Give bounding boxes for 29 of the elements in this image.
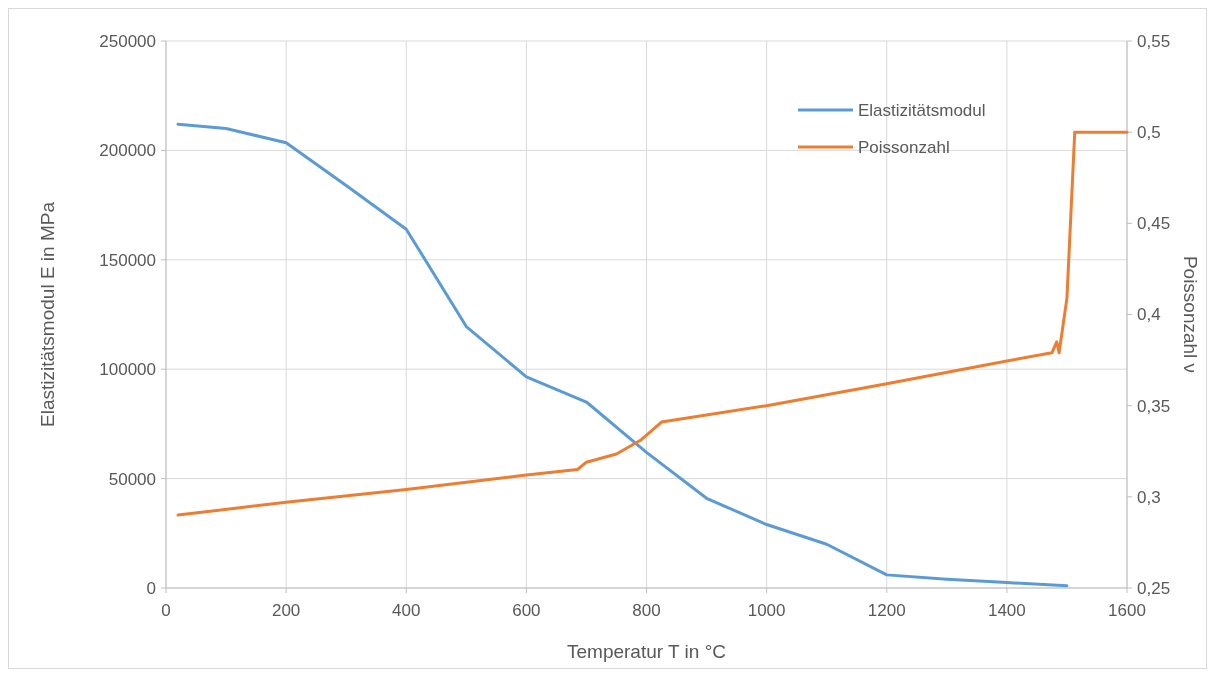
legend-label: Poissonzahl (858, 137, 950, 157)
x-tick-label: 600 (512, 601, 541, 620)
x-tick-label: 400 (392, 601, 421, 620)
y-axis-title: Elastizitätsmodul E in MPa (37, 201, 58, 427)
y-tick-label: 100000 (99, 360, 156, 380)
y2-tick-label: 0,45 (1137, 214, 1171, 234)
y2-tick-label: 0,35 (1137, 396, 1171, 416)
x-axis-title: Temperatur T in °C (567, 641, 726, 662)
x-tick-label: 200 (271, 601, 301, 620)
y-tick-label: 150000 (99, 250, 156, 270)
x-tick-label: 1600 (1108, 601, 1146, 620)
y2-tick-label: 0,55 (1137, 31, 1171, 51)
x-tick-label: 1400 (987, 601, 1026, 620)
y2-axis-title: Poissonzahl ν (1180, 255, 1201, 374)
y2-tick-label: 0,25 (1137, 578, 1171, 598)
y2-tick-label: 0,5 (1137, 123, 1161, 143)
line-series (176, 130, 1129, 517)
y-tick-label: 250000 (99, 31, 156, 51)
line-series (176, 122, 1069, 588)
y2-tick-label: 0,4 (1137, 305, 1161, 325)
legend-label: Elastizitätsmodul (858, 100, 986, 120)
y-tick-label: 50000 (108, 469, 156, 489)
x-tick-label: 0 (161, 601, 171, 620)
y-tick-label: 200000 (99, 141, 156, 161)
x-tick-label: 1000 (747, 601, 786, 620)
x-tick-label: 1200 (867, 601, 906, 620)
x-tick-label: 800 (632, 601, 661, 620)
y-tick-label: 0 (146, 578, 156, 598)
y2-tick-label: 0,3 (1137, 487, 1161, 507)
